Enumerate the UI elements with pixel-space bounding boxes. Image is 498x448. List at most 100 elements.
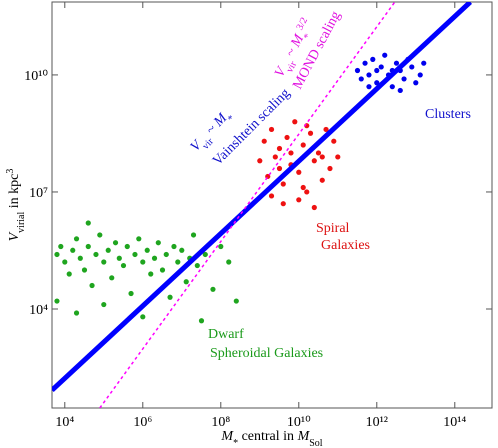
point [413, 80, 419, 86]
point [409, 64, 415, 70]
point [128, 290, 134, 297]
point [370, 56, 376, 62]
point [288, 150, 294, 156]
y-axis-label-part: in kpc [7, 174, 22, 212]
point [300, 184, 306, 191]
y-axis-label: Vvirial in kpc3 [5, 169, 27, 242]
point [54, 251, 60, 258]
point [233, 298, 239, 304]
point [307, 130, 314, 136]
x-tick-label: 10¹² [366, 415, 388, 430]
annotation: Dwarf [208, 327, 244, 342]
x-tick-label: 10⁴ [55, 415, 74, 430]
x-tick-label: 10⁶ [133, 415, 152, 430]
point [280, 201, 286, 207]
annotation-part: Spiral [316, 221, 350, 236]
point [315, 150, 322, 156]
point [144, 247, 150, 253]
point [198, 318, 205, 324]
point [327, 165, 333, 172]
point [268, 193, 275, 199]
point [116, 255, 122, 261]
plot-frame [51, 1, 493, 409]
point [296, 197, 302, 203]
annotation-part: * [301, 32, 313, 42]
point [389, 84, 395, 90]
point [202, 251, 208, 258]
point [81, 267, 88, 273]
point [85, 220, 91, 226]
point [190, 232, 197, 238]
point [112, 240, 119, 246]
point [354, 67, 361, 74]
scaling-line [52, 2, 473, 393]
point [268, 126, 275, 133]
point [218, 243, 224, 250]
point [421, 60, 427, 66]
annotation: Spiral [316, 221, 350, 236]
point [272, 154, 278, 160]
point [109, 275, 115, 281]
point [311, 158, 317, 164]
point [136, 236, 142, 242]
point [140, 259, 146, 265]
point [226, 259, 232, 265]
point [311, 204, 317, 211]
point [101, 259, 107, 265]
point [366, 72, 372, 78]
y-tick-label: 10⁴ [29, 303, 48, 318]
point [397, 87, 403, 94]
x-axis-label-part: * [233, 438, 238, 448]
point [89, 282, 95, 289]
point [73, 236, 80, 242]
y-axis-label-part: 3 [5, 169, 16, 174]
point [105, 247, 111, 253]
y-tick-label: 10¹⁰ [24, 69, 48, 84]
point [323, 126, 329, 133]
x-axis-label-part: central in [238, 429, 297, 444]
point [101, 301, 107, 308]
point [70, 247, 76, 253]
point [62, 259, 68, 265]
point [183, 279, 189, 285]
point [276, 165, 283, 172]
point [374, 67, 380, 74]
point [319, 177, 325, 183]
point [155, 240, 161, 246]
annotation: Galaxies [321, 238, 370, 253]
annotation-part: Dwarf [208, 327, 244, 342]
point [171, 243, 177, 250]
annotation-part: * [225, 113, 236, 124]
point [77, 255, 83, 261]
point [159, 267, 166, 273]
y-tick-label: 10⁷ [29, 186, 48, 201]
x-axis-label-part: M [220, 429, 234, 444]
annotation: Clusters [425, 107, 471, 122]
point [132, 251, 138, 258]
annotation-part: ~ [282, 43, 302, 63]
point [300, 142, 306, 148]
annotation: Vvir ~ M*3/2 [270, 15, 319, 82]
point [257, 158, 263, 164]
point [362, 60, 368, 66]
point [73, 310, 80, 316]
point [66, 271, 72, 277]
annotation-part: Spheroidal Galaxies [210, 346, 323, 361]
point [319, 154, 325, 160]
point [331, 138, 337, 144]
x-tick-label: 10¹⁴ [443, 415, 466, 430]
point [151, 255, 158, 261]
point [140, 314, 146, 320]
annotation-part: Clusters [425, 107, 471, 122]
point [417, 72, 423, 78]
point [175, 259, 181, 265]
point [382, 52, 388, 58]
point [85, 243, 91, 250]
point [97, 232, 103, 238]
point [378, 64, 384, 70]
point [284, 134, 290, 141]
x-tick-label: 10⁸ [211, 415, 230, 430]
y-axis-label-part: V [7, 231, 22, 241]
point [296, 169, 302, 175]
